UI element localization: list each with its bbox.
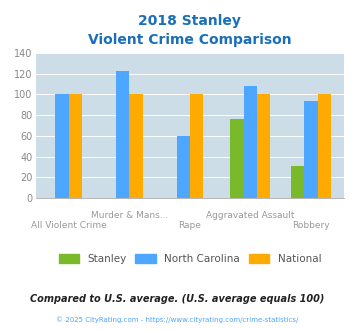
Text: © 2025 CityRating.com - https://www.cityrating.com/crime-statistics/: © 2025 CityRating.com - https://www.city… xyxy=(56,317,299,323)
Bar xyxy=(230,119,244,198)
Text: All Violent Crime: All Violent Crime xyxy=(31,221,107,230)
Bar xyxy=(304,101,318,198)
Bar xyxy=(291,166,304,198)
Bar xyxy=(190,94,203,198)
Bar xyxy=(257,94,271,198)
Text: Murder & Mans...: Murder & Mans... xyxy=(91,211,168,220)
Title: 2018 Stanley
Violent Crime Comparison: 2018 Stanley Violent Crime Comparison xyxy=(88,14,292,48)
Bar xyxy=(129,94,143,198)
Bar xyxy=(244,86,257,198)
Text: Rape: Rape xyxy=(179,221,201,230)
Bar xyxy=(55,94,69,198)
Text: Compared to U.S. average. (U.S. average equals 100): Compared to U.S. average. (U.S. average … xyxy=(30,294,325,304)
Bar xyxy=(176,136,190,198)
Bar xyxy=(69,94,82,198)
Bar xyxy=(116,72,129,198)
Text: Robbery: Robbery xyxy=(292,221,330,230)
Bar xyxy=(318,94,331,198)
Text: Aggravated Assault: Aggravated Assault xyxy=(206,211,295,220)
Legend: Stanley, North Carolina, National: Stanley, North Carolina, National xyxy=(54,250,326,268)
